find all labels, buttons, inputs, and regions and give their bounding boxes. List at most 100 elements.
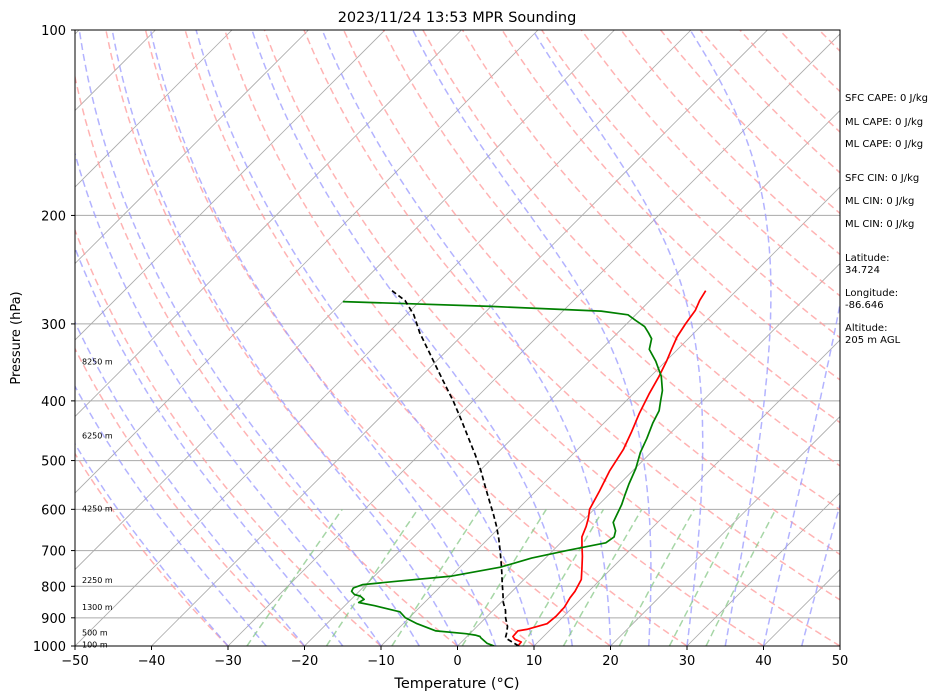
dry-adiabat-line: [422, 30, 840, 467]
y-tick-label: 100: [41, 24, 66, 39]
altitude-label: Altitude:: [845, 323, 888, 334]
isotherm-line: [75, 30, 615, 571]
sfc-cape-text: SFC CAPE: 0 J/kg: [845, 93, 928, 104]
x-tick-label: 0: [453, 654, 461, 669]
mixing-ratio-line: [668, 508, 742, 646]
dry-adiabat-line: [184, 30, 688, 646]
dry-adiabat-line: [461, 30, 840, 424]
y-tick-label: 800: [41, 580, 66, 595]
dry-adiabat-line: [382, 30, 840, 511]
sfc-cin-text: SFC CIN: 0 J/kg: [845, 173, 920, 184]
isotherm-line: [686, 492, 840, 646]
moist-adiabat-line: [78, 30, 420, 646]
moist-adiabat-line: [75, 384, 267, 646]
x-tick-label: 20: [602, 654, 619, 669]
background-lines: [75, 30, 840, 646]
series-layer: [342, 290, 707, 646]
mixing-ratio-line: [618, 508, 695, 646]
height-label: 4250 m: [82, 504, 113, 513]
x-tick-label: 40: [755, 654, 772, 669]
series-parcel-line: [391, 290, 520, 646]
x-tick-label: 30: [679, 654, 696, 669]
longitude-label: Longitude:: [845, 288, 899, 299]
moist-adiabat-line: [251, 30, 574, 646]
isotherm-line: [610, 415, 840, 646]
isotherm-line: [75, 30, 692, 646]
series-temperature-line: [512, 290, 707, 646]
dry-adiabat-line: [75, 347, 306, 646]
y-tick-label: 900: [41, 612, 66, 627]
mixing-ratio-line: [461, 508, 547, 646]
isotherm-line: [380, 186, 840, 646]
series-dewpoint-line: [342, 300, 664, 646]
moist-adiabat-line: [149, 30, 497, 646]
moist-adiabat-line: [412, 30, 652, 646]
mixing-ratio-line: [705, 508, 777, 646]
longitude-block: Longitude: -86.646: [845, 288, 898, 312]
x-axis-label: Temperature (°C): [393, 676, 519, 692]
moist-adiabat-line: [532, 30, 704, 646]
x-tick-label: −50: [61, 654, 88, 669]
moist-adiabat-line: [75, 320, 306, 646]
height-label: 100 m: [82, 641, 108, 650]
dry-adiabat-line: [144, 30, 611, 646]
ml-cape-text: ML CAPE: 0 J/kg: [845, 117, 924, 128]
y-tick-label: 200: [41, 209, 66, 224]
ml-cin-text: ML CIN: 0 J/kg: [845, 196, 915, 207]
dry-adiabat-line: [303, 30, 840, 601]
moist-adiabat-line: [75, 151, 382, 646]
isotherm-line: [304, 109, 840, 646]
height-label: 8250 m: [82, 357, 113, 366]
isotherm-line: [75, 30, 539, 494]
ml-cin-text-2: ML CIN: 0 J/kg: [845, 219, 915, 230]
isotherm-line: [75, 30, 309, 265]
y-axis-label: Pressure (hPa): [9, 291, 24, 384]
dry-adiabat-line: [105, 30, 535, 646]
isotherm-line: [227, 33, 840, 646]
mixing-ratio-line: [562, 508, 643, 646]
chart-title: 2023/11/24 13:53 MPR Sounding: [338, 10, 577, 26]
plot-frame: [74, 29, 841, 647]
y-tick-label: 600: [41, 503, 66, 518]
isotherm-line: [75, 30, 233, 188]
moist-adiabat-line: [689, 30, 772, 646]
moist-adiabat-line: [111, 30, 459, 646]
moist-adiabat-line: [801, 502, 840, 646]
dry-adiabat-line: [541, 30, 840, 339]
x-tick-label: 10: [526, 654, 543, 669]
dry-adiabat-line: [342, 30, 840, 556]
altitude-value: 205 m AGL: [845, 335, 901, 346]
height-label: 1300 m: [82, 603, 113, 612]
altitude-block: Altitude: 205 m AGL: [845, 323, 900, 347]
x-tick-label: 50: [832, 654, 849, 669]
longitude-value: -86.646: [845, 300, 884, 311]
mixing-ratio-line: [325, 508, 419, 646]
mixing-ratio-line: [391, 508, 481, 646]
height-label: 2250 m: [82, 576, 113, 585]
x-tick-label: −30: [214, 654, 241, 669]
height-label: 6250 m: [82, 431, 113, 440]
dry-adiabat-line: [501, 30, 840, 381]
dry-adiabat-line: [75, 228, 382, 646]
dry-adiabat-line: [75, 452, 229, 646]
dry-adiabat-line: [75, 73, 458, 646]
height-label: 500 m: [82, 628, 108, 637]
y-tick-label: 700: [41, 545, 66, 560]
mixing-ratio-line: [246, 508, 343, 646]
latitude-block: Latitude: 34.724: [845, 253, 890, 277]
mixing-ratio-line: [522, 508, 605, 646]
dry-adiabat-line: [580, 30, 840, 297]
isotherm-line: [75, 30, 386, 341]
latitude-value: 34.724: [845, 265, 880, 276]
isotherm-line: [533, 339, 840, 646]
latitude-label: Latitude:: [845, 253, 890, 264]
y-tick-label: 300: [41, 318, 66, 333]
x-tick-label: −20: [291, 654, 318, 669]
isotherm-line: [457, 262, 840, 646]
x-tick-label: −40: [138, 654, 165, 669]
height-labels: 8250 m 6250 m 4250 m 2250 m 1300 m 500 m 100 m: [82, 357, 113, 649]
moist-adiabat-line: [75, 246, 344, 646]
x-tick-label: −10: [367, 654, 394, 669]
moist-adiabat-line: [762, 300, 840, 646]
